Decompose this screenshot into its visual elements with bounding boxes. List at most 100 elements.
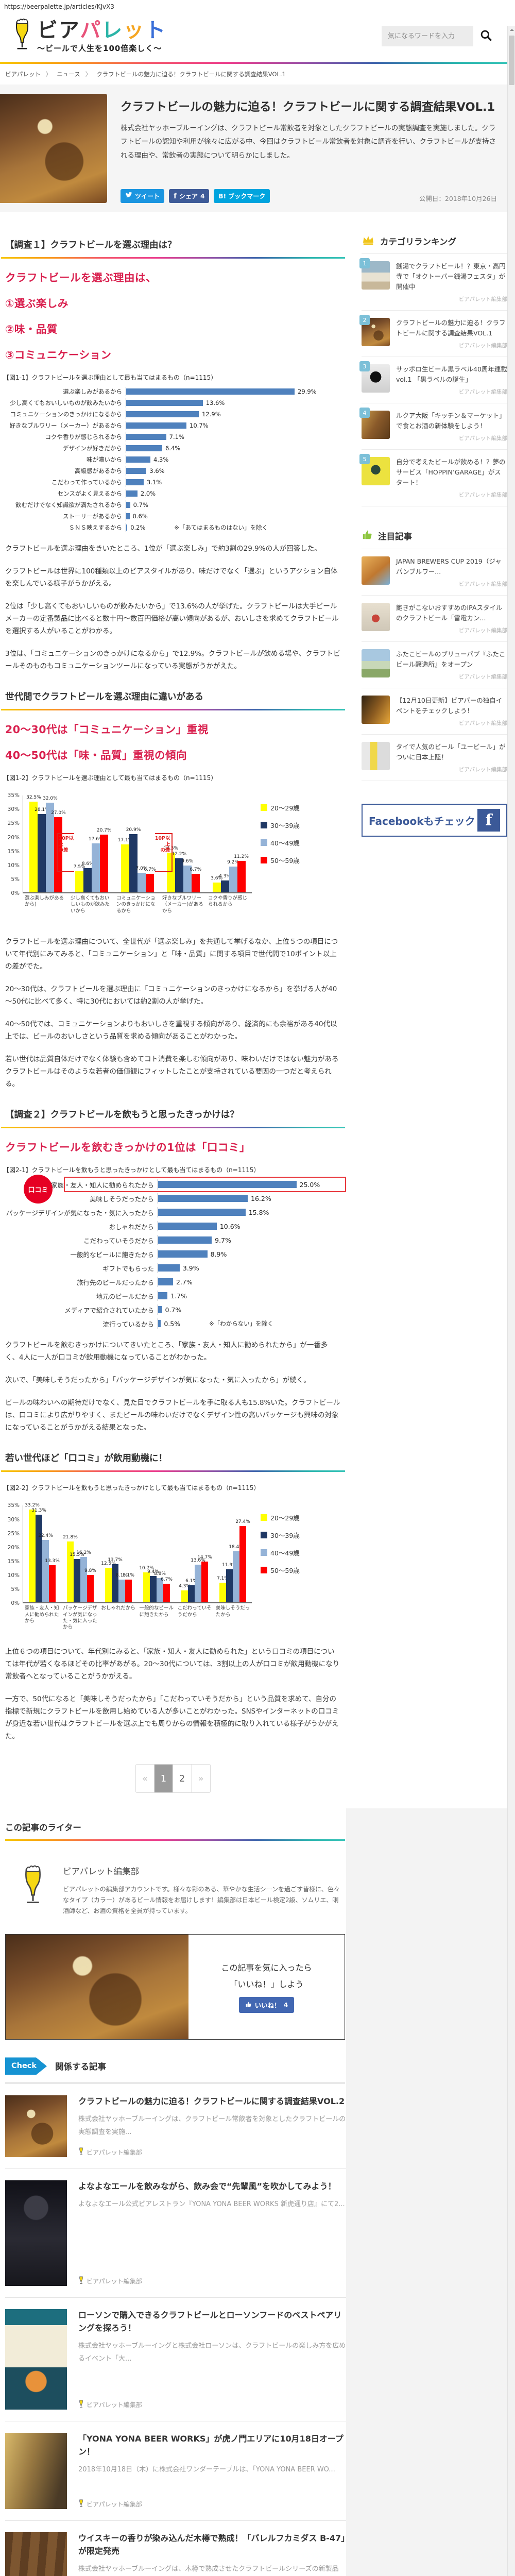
legend-swatch: [261, 804, 267, 811]
site-logo[interactable]: ビアパレット ～ビールで人生を100倍楽しく～: [11, 19, 166, 54]
bar-zone: 4.3%: [126, 455, 345, 464]
key-finding-text: ②味・品質: [5, 323, 58, 335]
breadcrumb-item[interactable]: ニュース: [57, 71, 80, 78]
related-article[interactable]: クラフトビールの魅力に迫る！クラフトビールに関する調査結果VOL.2 株式会社ヤッ…: [5, 2084, 346, 2170]
legend-label: 40～49歳: [270, 839, 300, 848]
bar-label: こだわって作っているから: [52, 479, 122, 486]
related-article[interactable]: ローソンで購入できるクラフトビールとローソンフードのベストペアリングを探ろう！ 株…: [5, 2298, 346, 2422]
tweet-button[interactable]: ツイート: [121, 189, 165, 203]
bar-value: 2.7%: [176, 1278, 193, 1286]
chart-bar-row: 旅行先のビールだったから 2.7%: [3, 1277, 345, 1287]
chart-bar-row: 好きなブルワリー（メーカー）があるから 10.7%: [3, 421, 345, 430]
bar: [158, 1320, 161, 1328]
bar: 6.7%: [161, 1577, 173, 1603]
article-paragraph: 一方で、50代になると「美味しそうだったから」「こだわっていそうだから」という品…: [5, 1695, 339, 1741]
pagination-page-1[interactable]: 1: [154, 1765, 173, 1793]
y-axis-tick-label: 20%: [7, 834, 20, 841]
chart-bar-row: 選ぶ楽しみがあるから 29.9%: [3, 387, 345, 396]
ranking-item[interactable]: 1 銭湯でクラフトビール！？東京・高円寺で「オクトーバー銭湯フェスタ」が開催中 ビア…: [359, 254, 507, 311]
article-title: 「YONA YONA BEER WORKS」が虎ノ門エリアに10月18日オープン…: [78, 2434, 344, 2457]
facebook-share-button[interactable]: f シェア 4: [169, 189, 210, 203]
featured-item[interactable]: 飽きがこないおすすめのIPAスタイルのクラフトビール「雷電カン... ビアパレット…: [362, 596, 507, 642]
related-article[interactable]: よなよなエールを飲みながら、飲み会で“先輩風”を吹かしてみよう！ よなよなエール公…: [5, 2169, 346, 2298]
article-author: ビアパレット編集部: [78, 2492, 346, 2509]
fig2-2-chart: 0% 5% 10% 15% 20% 25% 30% 35% 33.2% 31.3% 22.4% 13.…: [2, 1497, 345, 1635]
key-finding-text: クラフトビールを飲むきっかけの1位は「口コミ」: [5, 1141, 250, 1154]
bar-group: 12.5% 13.7% 8.1% 8.1%: [99, 1557, 138, 1603]
sidebar: カテゴリランキング 1 銭湯でクラフトビール！？東京・高円寺で「オクトーバー銭湯フ…: [359, 235, 507, 1808]
chart-bar-row: デザインが好きだから 6.4%: [3, 444, 345, 453]
featured-item[interactable]: 【12月10日更新】ビアバーの独自イベントをチェックしよう！ ビアパレット編集部: [362, 688, 507, 735]
article-author: ビアパレット編集部: [458, 720, 507, 726]
bar-value: 6.7%: [161, 1577, 173, 1583]
ranking-item[interactable]: 4 ルクア大阪「キッチン＆マーケット」で食とお酒の新体験をしよう！ ビアパレット編集…: [359, 403, 507, 450]
x-axis-tick-label: 好きなブルワリー（メーカー)があるから: [162, 895, 203, 914]
featured-item[interactable]: タイで人気のビール「ユービール」がついに日本上陸！ ビアパレット編集部: [362, 735, 507, 781]
facebook-banner[interactable]: Facebookもチェック f: [362, 804, 507, 837]
fig1-2-chart: 0% 5% 10% 15% 20% 25% 30% 35% 32.5% 28.1% 32.0% 27.…: [2, 787, 345, 925]
fig1-1-caption: 【図1-1】クラフトビールを選ぶ理由として最も当てはまるもの（n=1115）: [3, 374, 217, 381]
hatena-bookmark-button[interactable]: B! ブックマーク: [214, 189, 270, 203]
y-axis-tick-label: 0%: [11, 890, 20, 897]
pagination-next[interactable]: »: [192, 1765, 210, 1793]
related-heading-underline: [5, 2082, 345, 2084]
y-axis-tick-label: 5%: [11, 876, 20, 883]
article-paragraph: クラフトビールを選ぶ理由をきいたところ、1位が「選ぶ楽しみ」で約3割の29.9%…: [5, 545, 321, 553]
search-input[interactable]: [382, 26, 473, 46]
article-intro: 株式会社ヤッホーブルーイングは、クラフトビール常飲者を対象としたクラフトビールの…: [121, 124, 496, 160]
rank-badge: 1: [359, 258, 370, 268]
featured-item[interactable]: JAPAN BREWERS CUP 2019（ジャパンブルワー... ビアパレット…: [362, 549, 507, 596]
scrollbar[interactable]: [507, 26, 515, 2576]
chart-bar-row: ストーリーがあるから 0.6%: [3, 512, 345, 521]
breadcrumb-item: クラフトビールの魅力に迫る！クラフトビールに関する調査結果VOL.1: [96, 71, 286, 78]
thumbs-up-icon: [245, 2001, 252, 2009]
bar-group: 7.1% 11.9% 18.4% 27.4%: [214, 1519, 252, 1603]
bar-value: 4.3%: [219, 873, 231, 879]
logo-wordmark: ビアパレット: [37, 20, 166, 41]
bar: [126, 490, 138, 497]
ranking-item[interactable]: 2 クラフトビールの魅力に迫る！クラフトビールに関する調査結果VOL.1 ビアパレッ…: [359, 311, 507, 357]
chart-bar-row: コクや香りが感じられるから 7.1%: [3, 432, 345, 442]
x-axis-labels: 家族・友人・知人に勧められたから パッケージデザインが気になった・気に入ったからお…: [23, 1604, 252, 1631]
facebook-like-button[interactable]: いいね！ 4: [238, 1997, 295, 2013]
ranking-item[interactable]: 5 自分で考えたビールが飲める！？夢のサービス「HOPPIN’GARAGE」がスタ…: [359, 450, 507, 506]
legend-entry: 40～49歳: [261, 1548, 300, 1557]
breadcrumb-item[interactable]: ビアパレット: [5, 71, 41, 78]
bar: 22.4%: [38, 1533, 53, 1603]
pagination-page-2[interactable]: 2: [173, 1765, 192, 1793]
legend-label: 50～59歳: [270, 1567, 300, 1575]
related-article[interactable]: ウイスキーの香りが染み込んだ木樽で熟成！「バレルフカミダス B-47」が限定発売…: [5, 2521, 346, 2576]
legend-label: 20～29歳: [270, 804, 300, 812]
bar-zone: 25.0%: [158, 1179, 345, 1190]
bar-value: 18.4%: [229, 1544, 244, 1550]
bar-label: 家族・友人・知人に勧められたから: [50, 1181, 154, 1189]
section-divider: [5, 1839, 345, 1841]
bar-value: 3.6%: [211, 875, 223, 881]
legend-label: 30～39歳: [270, 822, 300, 830]
bar: 12.2%: [171, 852, 186, 893]
related-article[interactable]: 「YONA YONA BEER WORKS」が虎ノ門エリアに10月18日オープン…: [5, 2421, 346, 2521]
writer-name[interactable]: ビアパレット編集部: [63, 1867, 140, 1877]
rank-badge: 2: [359, 315, 370, 325]
bar-value: 29.9%: [298, 388, 317, 395]
bar-value: 8.6%: [81, 861, 94, 867]
article-thumbnail: [362, 556, 390, 585]
publish-date: 公開日：2018年10月26日: [419, 195, 497, 202]
ranking-item[interactable]: 3 サッポロ生ビール黒ラベル40周年連載vol.1 「黒ラベルの誕生」 ビアパレット…: [359, 357, 507, 403]
beer-glass-icon: [78, 2399, 84, 2410]
bar-value: 20.9%: [126, 827, 141, 833]
featured-item[interactable]: ふたこビールのブリューパブ『ふたこビール醸造所』をオープン ビアパレット編集部: [362, 642, 507, 688]
pagination-prev[interactable]: «: [136, 1765, 154, 1793]
search-button[interactable]: [479, 29, 493, 44]
bar-group: 4.3% 6.1% 13.6% 14.7%: [176, 1555, 214, 1603]
y-axis-tick-label: 25%: [7, 1530, 20, 1537]
bar-value: 11.2%: [234, 854, 249, 860]
bar-label: 一般的なビールに飽きたから: [70, 1250, 154, 1259]
legend-swatch: [261, 839, 267, 846]
y-axis-tick-label: 5%: [11, 1586, 20, 1593]
article-title: よなよなエールを飲みながら、飲み会で“先輩風”を吹かしてみよう！: [78, 2181, 336, 2192]
bar-value: 3.6%: [149, 467, 165, 474]
bar-zone: 0.7%: [126, 500, 345, 510]
breadcrumb: ビアパレット〉ニュース〉クラフトビールの魅力に迫る！クラフトビールに関する調査結…: [0, 64, 507, 84]
bar: 8.6%: [82, 861, 94, 893]
